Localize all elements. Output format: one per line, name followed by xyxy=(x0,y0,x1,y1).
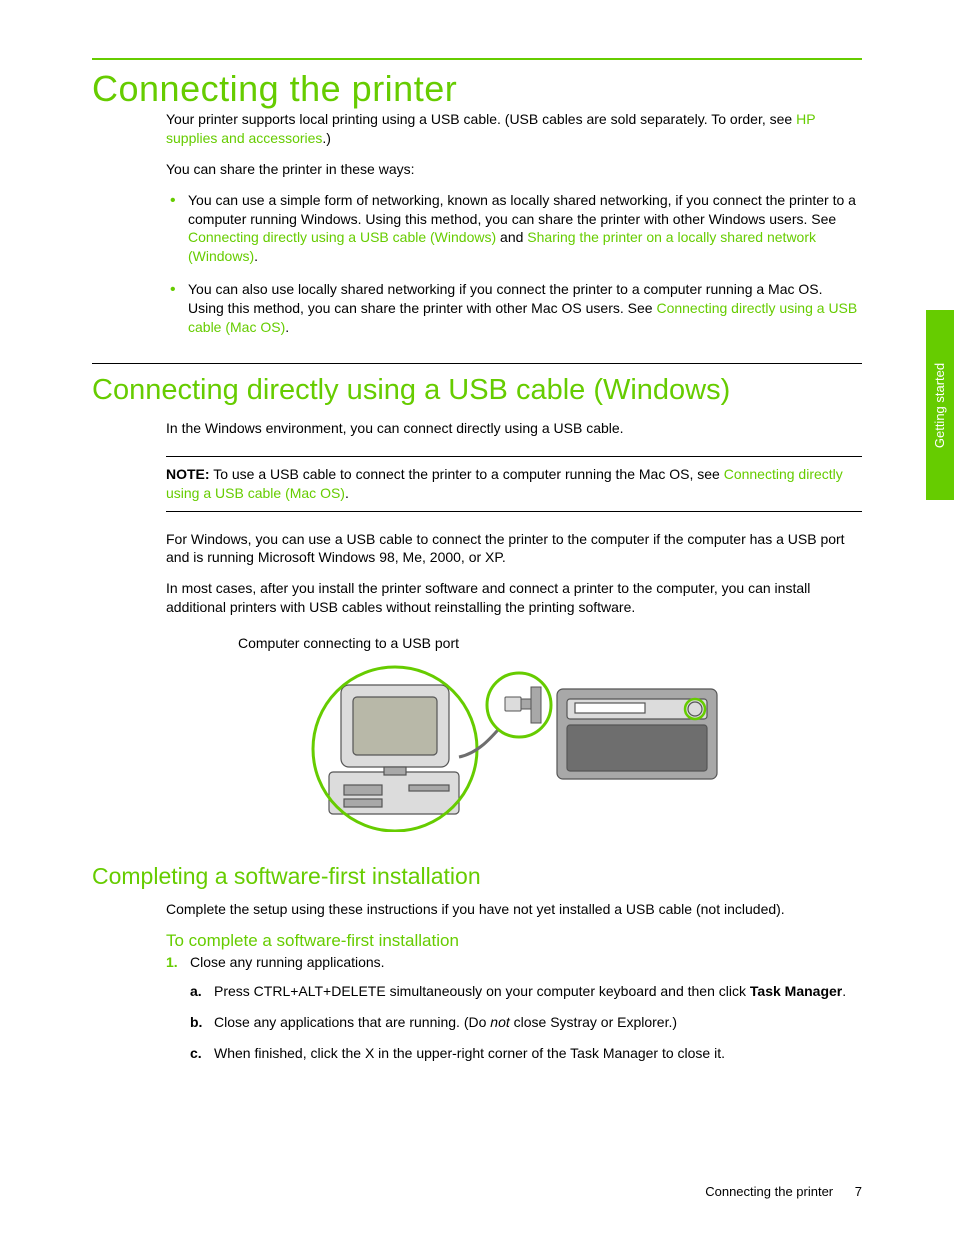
text: . xyxy=(285,319,289,335)
procedure-step-1: 1. Close any running applications. a. Pr… xyxy=(166,953,862,1063)
section2-p2: For Windows, you can use a USB cable to … xyxy=(166,530,862,568)
italic-text: not xyxy=(490,1014,509,1030)
step-text: Close any running applications. xyxy=(190,954,385,970)
text: Close any applications that are running.… xyxy=(214,1014,490,1030)
substep-letter: c. xyxy=(190,1044,202,1063)
link-connect-usb-windows[interactable]: Connecting directly using a USB cable (W… xyxy=(188,229,496,245)
text: Press CTRL+ALT+DELETE simultaneously on … xyxy=(214,983,750,999)
procedure-list: 1. Close any running applications. a. Pr… xyxy=(166,953,862,1063)
top-rule xyxy=(92,58,862,60)
text: and xyxy=(496,229,527,245)
substep-a: a. Press CTRL+ALT+DELETE simultaneously … xyxy=(190,982,862,1001)
list-item: You can also use locally shared networki… xyxy=(166,280,862,337)
section3-p1: Complete the setup using these instructi… xyxy=(166,900,862,919)
substep-list: a. Press CTRL+ALT+DELETE simultaneously … xyxy=(190,982,862,1063)
section2-p3: In most cases, after you install the pri… xyxy=(166,579,862,617)
list-item: You can use a simple form of networking,… xyxy=(166,191,862,267)
share-methods-list: You can use a simple form of networking,… xyxy=(166,191,862,337)
page-title: Connecting the printer xyxy=(92,68,862,110)
section-rule xyxy=(92,363,862,364)
text: .) xyxy=(322,130,331,146)
substep-letter: a. xyxy=(190,982,202,1001)
text: Your printer supports local printing usi… xyxy=(166,111,796,127)
text: You can use a simple form of networking,… xyxy=(188,192,856,227)
footer-title: Connecting the printer xyxy=(705,1184,833,1199)
page-number: 7 xyxy=(855,1184,862,1199)
section2-p1: In the Windows environment, you can conn… xyxy=(166,419,862,438)
text: . xyxy=(254,248,258,264)
section2-body: In the Windows environment, you can conn… xyxy=(166,419,862,837)
section-heading-software-first: Completing a software-first installation xyxy=(92,863,862,890)
usb-connection-diagram-icon xyxy=(299,657,729,832)
step-number: 1. xyxy=(166,953,178,972)
substep-c: c. When finished, click the X in the upp… xyxy=(190,1044,862,1063)
text: When finished, click the X in the upper-… xyxy=(214,1045,725,1061)
procedure-heading: To complete a software-first installatio… xyxy=(166,931,862,951)
page-content: Connecting the printer Your printer supp… xyxy=(0,0,954,1115)
substep-letter: b. xyxy=(190,1013,202,1032)
substep-b: b. Close any applications that are runni… xyxy=(190,1013,862,1032)
text: close Systray or Explorer.) xyxy=(510,1014,677,1030)
figure-caption: Computer connecting to a USB port xyxy=(238,635,862,651)
note-label: NOTE: xyxy=(166,466,210,482)
note-text-b: . xyxy=(345,485,349,501)
intro-paragraph-2: You can share the printer in these ways: xyxy=(166,160,862,179)
bold-text: Task Manager xyxy=(750,983,842,999)
page-footer: Connecting the printer 7 xyxy=(705,1184,862,1199)
section-heading-usb-windows: Connecting directly using a USB cable (W… xyxy=(92,374,862,407)
section3-body: Complete the setup using these instructi… xyxy=(166,900,862,1062)
note-block: NOTE: To use a USB cable to connect the … xyxy=(166,456,862,512)
intro-paragraph-1: Your printer supports local printing usi… xyxy=(166,110,862,148)
text: . xyxy=(842,983,846,999)
figure-usb-connection xyxy=(166,657,862,837)
note-text-a: To use a USB cable to connect the printe… xyxy=(210,466,724,482)
intro-block: Your printer supports local printing usi… xyxy=(166,110,862,337)
